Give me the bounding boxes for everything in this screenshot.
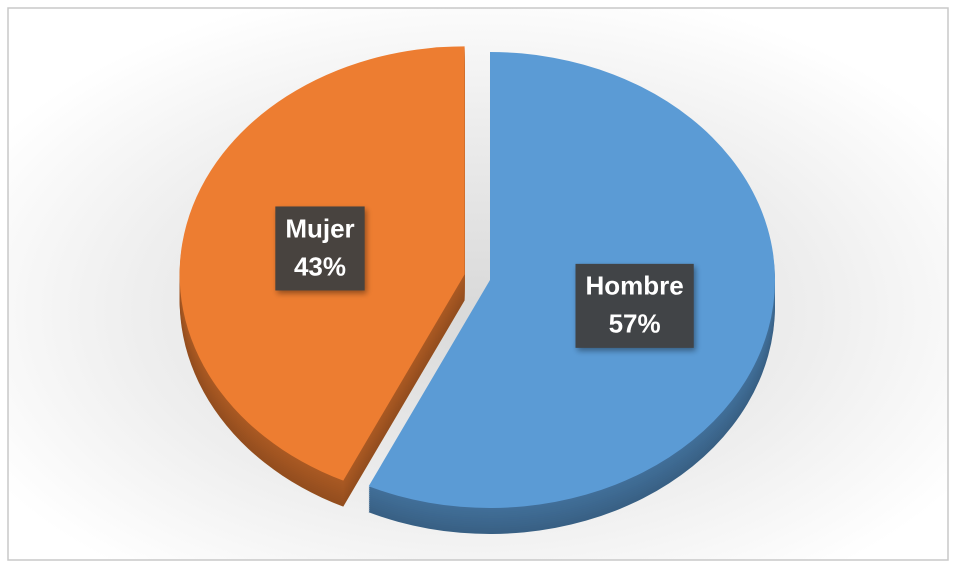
label-value: 57% (609, 309, 661, 339)
data-label: Mujer 43% (275, 206, 365, 291)
label-box (275, 206, 365, 291)
label-value: 43% (294, 251, 346, 281)
slice (368, 52, 775, 508)
label-name: Hombre (586, 271, 684, 301)
data-label: Hombre 57% (575, 263, 694, 348)
label-box (575, 263, 694, 348)
label-name: Mujer (285, 213, 354, 243)
